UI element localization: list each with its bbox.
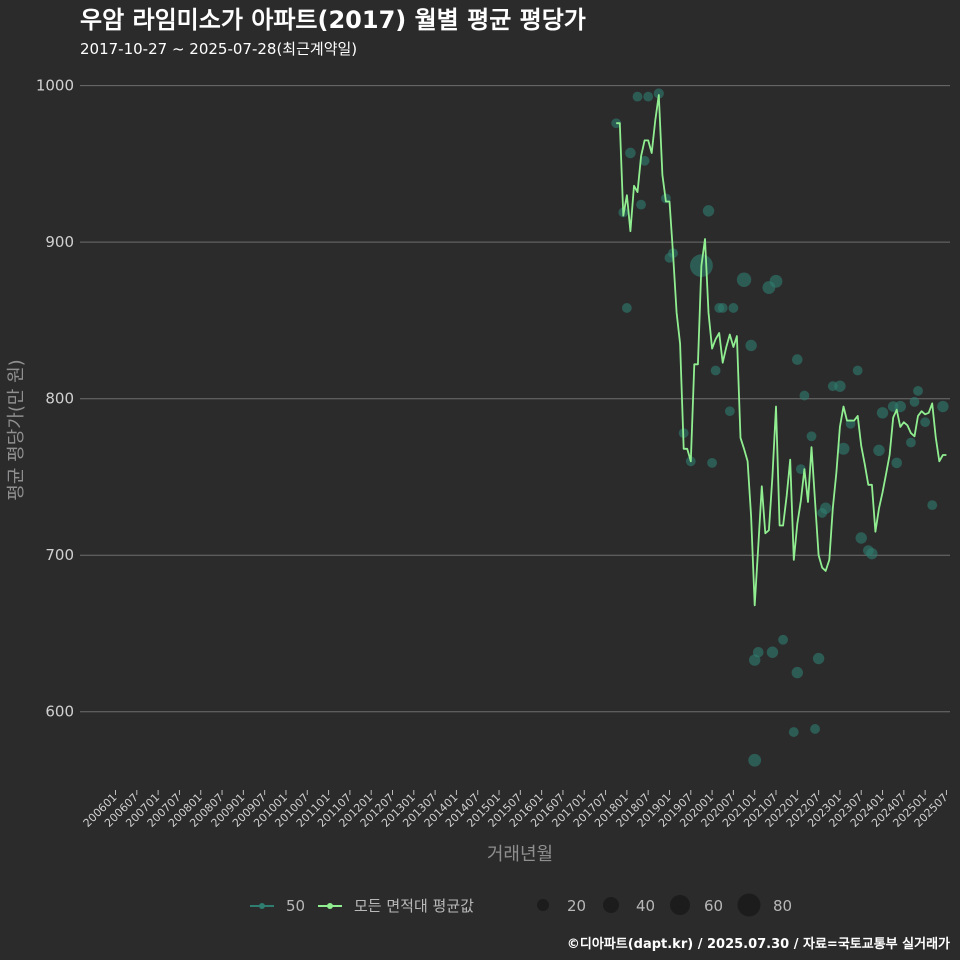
- mean-line: [616, 94, 947, 607]
- scatter-point: [728, 303, 739, 313]
- scatter-point: [778, 634, 789, 645]
- scatter-point: [876, 407, 889, 419]
- scatter-point: [710, 365, 721, 376]
- legend-mean-label: 모든 면적대 평균값: [354, 897, 474, 915]
- scatter-point: [653, 88, 664, 99]
- scatter-point: [855, 532, 867, 544]
- scatter-point: [812, 652, 825, 665]
- gridlines: [80, 85, 950, 713]
- x-axis-ticks: 2006012006072007012007072008012008072009…: [81, 790, 951, 830]
- series-line: [616, 94, 947, 607]
- scatter-point: [834, 380, 846, 392]
- scatter-point: [643, 91, 654, 102]
- scatter-point: [891, 457, 903, 469]
- y-axis-ticks: 600 700 800 900 1000: [36, 77, 74, 721]
- scatter-point: [766, 646, 779, 658]
- scatter-point: [852, 365, 863, 376]
- chart-subtitle: 2017-10-27 ~ 2025-07-28(최근계약일): [80, 40, 357, 58]
- scatter-point: [927, 500, 938, 511]
- scatter-point: [736, 272, 752, 287]
- scatter-point: [873, 444, 885, 457]
- scatter-point: [791, 666, 804, 679]
- scatter-point: [913, 385, 923, 396]
- legend-size-dot-40: [603, 897, 619, 913]
- legend-series-dot: [259, 903, 265, 909]
- scatter-point: [752, 646, 764, 658]
- scatter-point: [937, 400, 949, 413]
- y-tick-label: 600: [45, 703, 74, 721]
- scatter-point: [745, 339, 757, 352]
- legend-size-label-80: 80: [773, 897, 792, 915]
- legend: 50 모든 면적대 평균값 20 40 60 80: [250, 893, 792, 917]
- scatter-point: [920, 417, 931, 428]
- legend-size-label-60: 60: [704, 897, 723, 915]
- scatter-point: [621, 303, 632, 313]
- scatter-point: [866, 547, 878, 560]
- legend-size-dot-80: [737, 893, 761, 917]
- y-tick-label: 800: [45, 390, 74, 408]
- scatter-point: [636, 199, 646, 210]
- scatter-point: [799, 390, 810, 401]
- scatter-point: [717, 303, 728, 313]
- scatter-point: [788, 727, 799, 737]
- scatter-point: [707, 457, 717, 468]
- scatter-point: [909, 396, 920, 407]
- scatter-point: [837, 442, 850, 455]
- scatter-point: [769, 274, 783, 288]
- scatter-point: [632, 91, 643, 102]
- source-caption: ©디아파트(dapt.kr) / 2025.07.30 / 자료=국토교통부 실…: [567, 936, 950, 952]
- legend-size-label-40: 40: [636, 897, 655, 915]
- legend-size-dot-20: [537, 899, 549, 911]
- scatter-point: [906, 437, 916, 448]
- y-tick-label: 900: [45, 233, 74, 251]
- scatter-point: [639, 155, 650, 166]
- x-axis-label: 거래년월: [487, 844, 553, 865]
- y-axis-label: 평균 평당가(만 원): [6, 359, 27, 500]
- scatter-point: [806, 431, 817, 442]
- scatter-point: [702, 205, 715, 217]
- legend-size-dot-60: [670, 895, 690, 915]
- legend-size-label-20: 20: [567, 897, 586, 915]
- scatter-point: [810, 724, 820, 734]
- y-tick-label: 700: [45, 546, 74, 564]
- scatter-point: [792, 354, 803, 365]
- scatter-points: [611, 88, 949, 767]
- scatter-point: [820, 502, 832, 514]
- legend-series-label: 50: [286, 897, 305, 915]
- scatter-point: [625, 147, 636, 159]
- legend-mean-dot: [327, 903, 333, 909]
- scatter-point: [748, 753, 762, 767]
- scatter-point: [724, 406, 735, 417]
- chart-title: 우암 라임미소가 아파트(2017) 월별 평균 평당가: [80, 6, 586, 34]
- y-tick-label: 1000: [36, 77, 74, 95]
